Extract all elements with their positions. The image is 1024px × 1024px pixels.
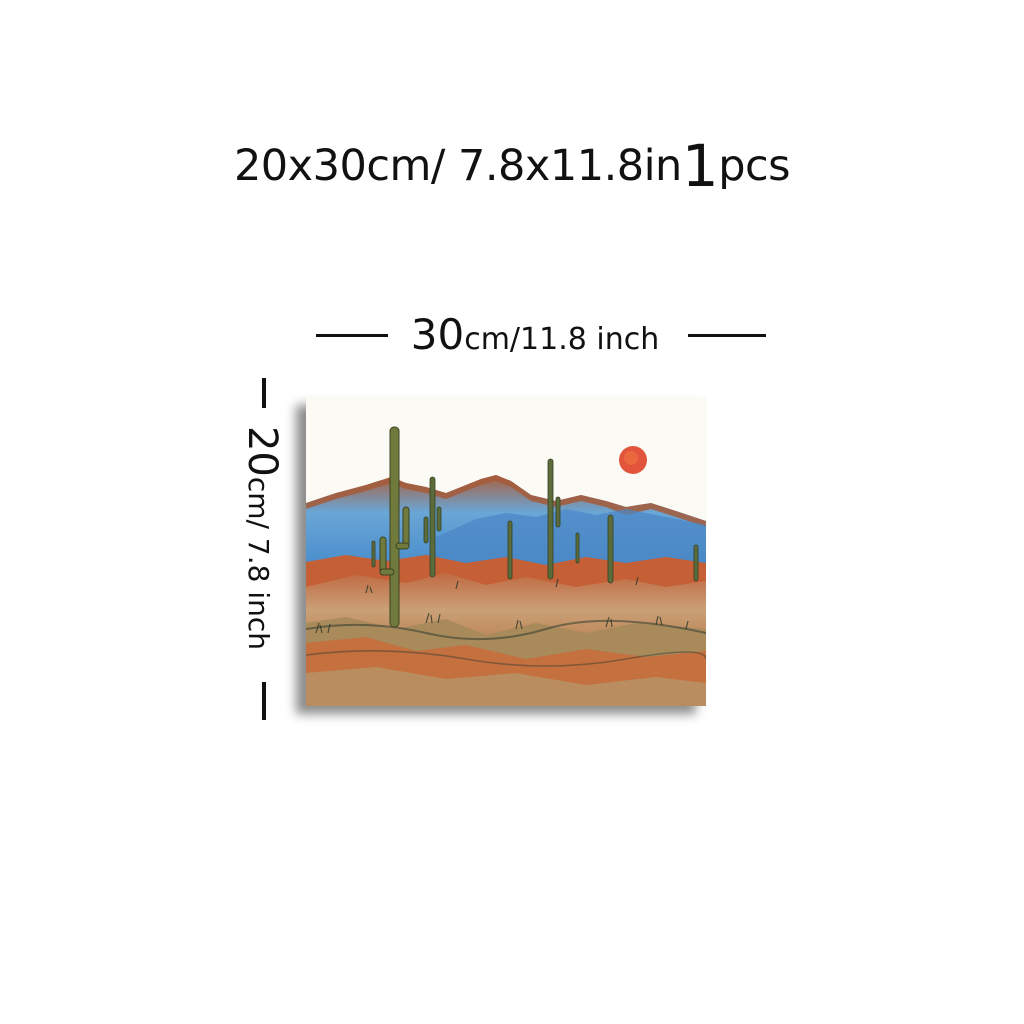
canvas-print <box>306 397 706 706</box>
desert-brush <box>315 576 689 634</box>
width-label: 30cm/11.8 inch <box>390 312 680 363</box>
headline-quantity: 1 <box>681 132 719 200</box>
width-unit: cm/11.8 inch <box>464 322 660 357</box>
height-unit: cm/ 7.8 inch <box>242 476 275 650</box>
headline-dimensions: 20x30cm/ 7.8x11.8in <box>233 141 682 191</box>
headline-unit: pcs <box>718 141 791 191</box>
saguaro-cactus-large <box>379 426 410 628</box>
height-dimension-line-bottom <box>262 682 266 720</box>
width-number: 30 <box>410 310 465 359</box>
size-headline: 20x30cm/ 7.8x11.8in1pcs <box>0 136 1024 196</box>
desert-landscape-painting <box>306 397 706 706</box>
saguaro-cactus-small <box>371 458 699 584</box>
width-dimension-line-left <box>316 334 388 337</box>
height-number: 20 <box>239 425 285 477</box>
height-dimension-line-top <box>262 378 266 408</box>
height-label: 20cm/ 7.8 inch <box>239 358 285 718</box>
width-dimension-line-right <box>688 334 766 337</box>
